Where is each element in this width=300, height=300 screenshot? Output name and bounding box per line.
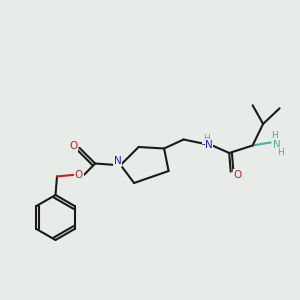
Text: H: H	[277, 148, 284, 157]
Text: O: O	[75, 170, 83, 180]
Text: O: O	[69, 141, 78, 152]
Text: H: H	[271, 131, 278, 140]
Text: N: N	[273, 140, 281, 150]
Text: O: O	[233, 169, 242, 180]
Text: N: N	[205, 140, 213, 150]
Text: N: N	[114, 156, 122, 167]
Text: H: H	[203, 134, 209, 143]
